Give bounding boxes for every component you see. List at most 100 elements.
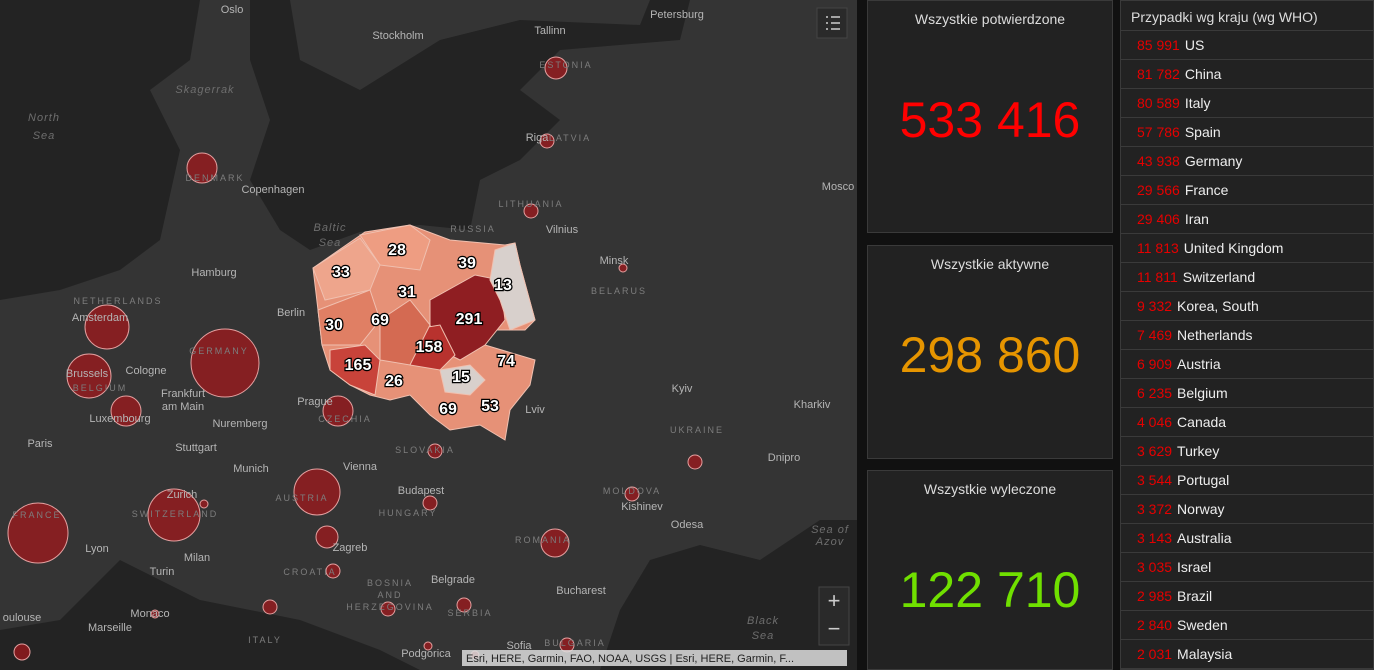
case-circle (13, 643, 31, 661)
country-row[interactable]: 81 782 China (1121, 60, 1373, 89)
map-label: SWITZERLAND (132, 509, 219, 519)
case-count: 6 235 (1137, 385, 1173, 401)
country-row[interactable]: 3 629 Turkey (1121, 437, 1373, 466)
case-circle (539, 133, 555, 149)
country-row[interactable]: 2 840 Sweden (1121, 611, 1373, 640)
zoom-out[interactable]: − (828, 616, 841, 641)
stat-value: 298 860 (899, 327, 1081, 383)
country-name: Iran (1184, 211, 1209, 227)
country-row[interactable]: 3 544 Portugal (1121, 466, 1373, 495)
map-label: Dnipro (768, 452, 800, 464)
stat-title: Wszystkie wyleczone (923, 481, 1057, 497)
country-row[interactable]: 29 406 Iran (1121, 205, 1373, 234)
map-label: SLOVAKIA (395, 445, 455, 455)
map-label: Zurich (167, 489, 198, 501)
country-row[interactable]: 3 372 Norway (1121, 495, 1373, 524)
region[interactable] (379, 299, 431, 366)
region-label: 291 (456, 311, 483, 328)
map-label: Vienna (343, 461, 378, 473)
country-row[interactable]: 4 046 Canada (1121, 408, 1373, 437)
country-row[interactable]: 6 909 Austria (1121, 350, 1373, 379)
map-label: Amsterdam (72, 312, 128, 324)
map-label: Stuttgart (175, 442, 217, 454)
map-label: Luxembourg (89, 413, 150, 425)
list-icon (826, 16, 840, 30)
stat-panel: Wszystkie potwierdzone 533 416 (867, 0, 1113, 233)
case-circle (7, 502, 69, 564)
country-row[interactable]: 29 566 France (1121, 176, 1373, 205)
map-label: Baltic (314, 222, 347, 234)
sea-mediterranean (0, 560, 420, 670)
circles (7, 56, 703, 661)
map-label: Vilnius (546, 224, 579, 236)
country-row[interactable]: 6 235 Belgium (1121, 379, 1373, 408)
country-list: Przypadki wg kraju (wg WHO) 85 991 US 81 7… (1120, 0, 1374, 670)
case-count: 6 909 (1137, 356, 1173, 372)
country-name: China (1184, 66, 1222, 82)
case-count: 4 046 (1137, 414, 1173, 430)
region[interactable] (329, 344, 381, 396)
region[interactable] (317, 289, 381, 346)
case-count: 81 782 (1137, 66, 1180, 82)
region-label: 39 (458, 255, 476, 272)
country-name: Australia (1177, 530, 1232, 546)
country-name: France (1184, 182, 1229, 198)
case-circle (110, 395, 142, 427)
map-label: Kharkiv (794, 399, 831, 411)
country-row[interactable]: 11 811 Switzerland (1121, 263, 1373, 292)
map-label: Minsk (600, 255, 629, 267)
map-label: HUNGARY (379, 508, 438, 518)
sea-baltic (250, 0, 690, 250)
country-row[interactable]: 7 469 Netherlands (1121, 321, 1373, 350)
map-label: AUSTRIA (275, 493, 328, 503)
country-row[interactable]: 43 938 Germany (1121, 147, 1373, 176)
region-label: 158 (416, 339, 443, 356)
map-label: LATVIA (549, 133, 591, 143)
map-label: North (28, 112, 60, 124)
case-circle (456, 597, 472, 613)
map-label: Sea (752, 630, 775, 642)
country-name: Malaysia (1177, 646, 1233, 662)
map-label: Sea (33, 130, 56, 142)
sea-black (600, 520, 857, 670)
country-row[interactable]: 57 786 Spain (1121, 118, 1373, 147)
case-circle (624, 486, 640, 502)
region-label: 31 (398, 284, 416, 301)
region[interactable] (439, 364, 486, 396)
map-label: Oslo (221, 4, 244, 16)
map-label: CZECHIA (318, 414, 372, 424)
map-label: Marseille (88, 622, 132, 634)
map-label: BULGARIA (544, 638, 606, 648)
country-row[interactable]: 85 991 US (1121, 31, 1373, 60)
region[interactable] (312, 237, 381, 301)
case-circle (66, 353, 112, 399)
country-row[interactable]: 9 332 Korea, South (1121, 292, 1373, 321)
region[interactable] (489, 242, 536, 331)
map-label: Munich (233, 463, 268, 475)
country-row[interactable]: 80 589 Italy (1121, 89, 1373, 118)
case-circle (325, 563, 341, 579)
case-count: 9 332 (1137, 298, 1173, 314)
stat-value: 122 710 (899, 562, 1081, 618)
country-name: Belgium (1177, 385, 1228, 401)
case-circle (186, 152, 218, 184)
country-name: Canada (1177, 414, 1227, 430)
country-row[interactable]: 2 031 Malaysia (1121, 640, 1373, 669)
country-row[interactable]: 2 985 Brazil (1121, 582, 1373, 611)
region-label: 69 (371, 312, 389, 329)
region-label: 33 (332, 264, 350, 281)
map[interactable]: Oslo Stockholm Tallinn Petersburg North Sea Sk… (0, 0, 857, 670)
map-label: Sea (319, 237, 342, 249)
country-row[interactable]: 3 035 Israel (1121, 553, 1373, 582)
case-count: 11 811 (1137, 269, 1178, 285)
country-row[interactable]: 3 143 Australia (1121, 524, 1373, 553)
labels: Oslo Stockholm Tallinn Petersburg North Sea Sk… (3, 4, 854, 660)
country-row[interactable]: 11 813 United Kingdom (1121, 234, 1373, 263)
region-label: 74 (497, 353, 515, 370)
stat-value: 533 416 (899, 91, 1081, 148)
case-count: 2 985 (1137, 588, 1173, 604)
case-count: 80 589 (1137, 95, 1180, 111)
map-label: BOSNIA (367, 578, 413, 588)
map-label: ESTONIA (539, 60, 592, 70)
zoom-in[interactable]: + (828, 588, 841, 613)
